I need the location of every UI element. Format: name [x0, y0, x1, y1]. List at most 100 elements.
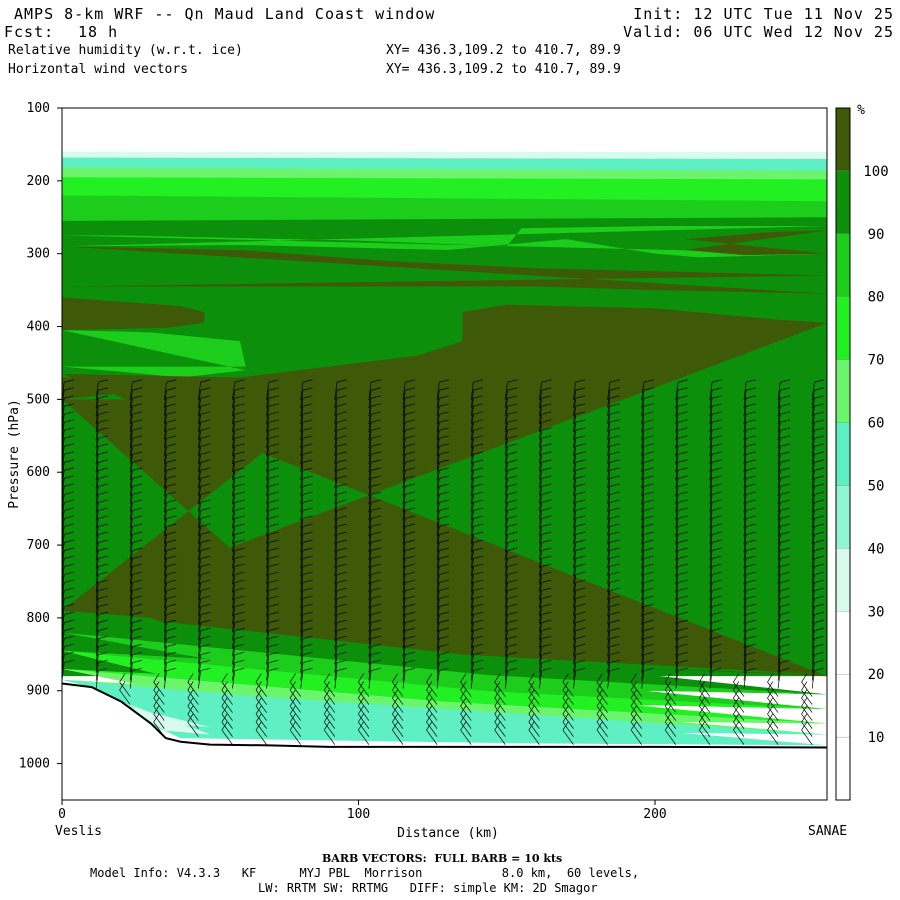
wind-barb-flag: [439, 379, 450, 383]
wind-barb-shaft: [675, 454, 679, 473]
wind-barb-shaft: [426, 705, 438, 721]
wind-barb-shaft: [232, 654, 236, 673]
wind-barb-flag: [746, 643, 756, 647]
wind-barb-shaft: [266, 486, 270, 505]
wind-barb-flag: [200, 595, 211, 599]
wind-barb-shaft: [221, 721, 233, 737]
wind-barb-shaft: [436, 430, 440, 449]
wind-barb-flag: [268, 579, 279, 583]
wind-barb-shaft: [539, 550, 542, 569]
wind-barb-shaft: [255, 705, 267, 721]
wind-barb-shaft: [801, 705, 813, 721]
wind-barb-flag: [336, 587, 347, 591]
wind-barb-shaft: [266, 462, 270, 481]
wind-barb-shaft: [163, 382, 167, 401]
wind-barb-flag: [200, 483, 211, 487]
wind-barb-shaft: [811, 518, 815, 537]
wind-barb-flag: [814, 531, 825, 535]
wind-barb-flag: [643, 635, 654, 639]
wind-barb-shaft: [358, 729, 370, 745]
wind-barb-flag: [780, 643, 791, 647]
wind-barb-shaft: [163, 494, 167, 513]
wind-barb-flag: [302, 507, 313, 511]
wind-barb-shaft: [368, 566, 372, 585]
wind-barb-shaft: [255, 697, 267, 713]
wind-barb-flag: [473, 523, 484, 527]
wind-barb-shaft: [539, 446, 542, 465]
wind-barb-flag: [814, 467, 825, 471]
wind-barb-shaft: [573, 630, 576, 649]
wind-barb-shaft: [675, 670, 679, 689]
wind-barb-shaft: [232, 614, 236, 633]
wind-barb-flag: [268, 419, 279, 423]
wind-barb-shaft: [198, 470, 201, 489]
wind-barb-flag: [507, 531, 518, 535]
wind-barb-shaft: [777, 502, 781, 521]
wind-barb-shaft: [198, 598, 201, 617]
wind-barb-flag: [575, 667, 586, 672]
wind-barb-shaft: [232, 414, 236, 433]
wind-barb-flag: [562, 689, 569, 699]
wind-barb-shaft: [539, 606, 542, 625]
wind-barb-flag: [153, 697, 160, 707]
wind-barb-shaft: [528, 681, 540, 697]
wind-barb-shaft: [436, 638, 440, 657]
wind-barb-flag: [630, 681, 637, 691]
wind-barb-flag: [528, 713, 535, 723]
wind-barb-flag: [392, 721, 399, 731]
wind-barb-flag: [643, 427, 654, 431]
wind-barb-flag: [302, 411, 313, 415]
wind-barb-shaft: [777, 606, 781, 625]
wind-barb-flag: [473, 403, 484, 407]
wind-barb-flag: [541, 603, 552, 607]
wind-barb-flag: [780, 555, 791, 559]
wind-barb-shaft: [811, 542, 815, 561]
wind-barb-flag: [746, 627, 756, 631]
wind-barb-flag: [473, 443, 484, 447]
wind-barb-flag: [166, 635, 177, 639]
wind-barb-flag: [814, 427, 825, 431]
wind-barb-flag: [98, 603, 109, 607]
wind-barb-flag: [609, 531, 620, 535]
wind-barb-flag: [473, 595, 484, 599]
wind-barb-flag: [473, 539, 484, 543]
wind-barb-flag: [64, 555, 74, 559]
wind-barb-shaft: [504, 566, 508, 585]
wind-barb-flag: [336, 403, 347, 407]
wind-barb-flag: [677, 667, 688, 672]
wind-barb-shaft: [402, 622, 406, 641]
wind-barb-flag: [98, 483, 109, 487]
wind-barb-shaft: [129, 470, 133, 489]
wind-barb-shaft: [743, 614, 747, 633]
wind-barb-flag: [98, 619, 109, 623]
y-tick-label: 700: [27, 538, 50, 553]
wind-barb-flag: [336, 419, 347, 423]
wind-barb-shaft: [300, 454, 304, 473]
wind-barb-shaft: [368, 670, 372, 689]
wind-barb-shaft: [470, 430, 474, 449]
wind-barb-flag: [541, 643, 552, 647]
wind-barb-flag: [643, 499, 654, 503]
wind-barb-flag: [439, 451, 450, 455]
wind-barb-shaft: [153, 681, 165, 697]
wind-barb-shaft: [596, 713, 608, 729]
wind-barb-flag: [596, 705, 603, 715]
wind-barb-flag: [234, 571, 245, 575]
wind-barb-shaft: [392, 713, 404, 729]
wind-barb-flag: [541, 419, 552, 423]
wind-barb-shaft: [470, 606, 474, 625]
wind-barb-shaft: [743, 406, 747, 425]
wind-barb-flag: [711, 547, 722, 551]
wind-barb-shaft: [334, 638, 338, 657]
wind-barb-shaft: [266, 654, 270, 673]
wind-barb-flag: [166, 523, 177, 527]
wind-barb-flag: [98, 587, 109, 591]
wind-barb-flag: [494, 697, 501, 707]
wind-barb-flag: [132, 419, 143, 423]
wind-barb-shaft: [198, 414, 201, 433]
wind-barb-shaft: [504, 382, 508, 401]
wind-barb-shaft: [777, 558, 781, 577]
wind-barb-shaft: [664, 729, 677, 745]
wind-barb-shaft: [743, 502, 747, 521]
wind-barb-shaft: [129, 398, 133, 417]
